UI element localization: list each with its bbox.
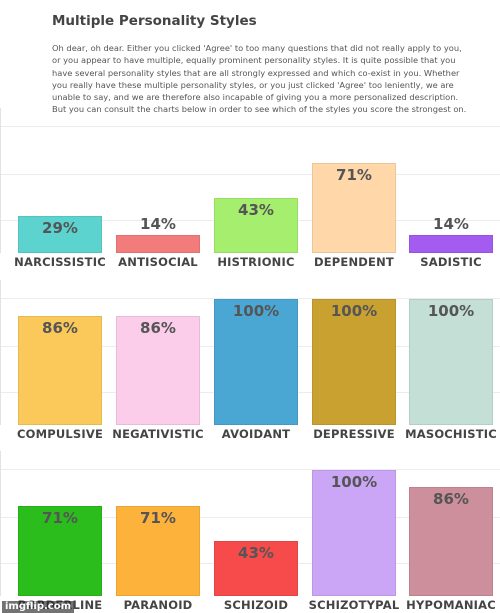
bar-value-label: 86% [433, 490, 469, 508]
bar-value-label: 100% [330, 473, 378, 491]
category-label: SCHIZOID [223, 598, 289, 612]
category-label: DEPRESSIVE [313, 427, 395, 441]
gridline [1, 174, 500, 175]
bar-schizoid [214, 541, 298, 596]
category-label: ANTISOCIAL [118, 255, 198, 269]
category-label: HYPOMANIAC [406, 598, 496, 612]
bar-value-label: 71% [336, 166, 372, 184]
category-label: SCHIZOTYPAL [308, 598, 400, 612]
bar-value-label: 43% [238, 201, 274, 219]
bar-paranoid [116, 506, 200, 596]
gridline [1, 469, 500, 470]
bar-schizotypal [312, 470, 396, 596]
bar-value-label: 71% [42, 509, 78, 527]
category-label: MASOCHISTIC [405, 427, 497, 441]
watermark: imgflip.com [2, 601, 75, 613]
bar-sadistic [409, 235, 493, 253]
bar-avoidant [214, 299, 298, 425]
category-label: SADISTIC [420, 255, 482, 269]
bar-chart-row-3: 71%BORDERLINE71%PARANOID43%SCHIZOID100%S… [0, 451, 500, 612]
bar-dependent [312, 163, 396, 253]
gridline [1, 298, 500, 299]
bar-chart-row-1: 29% NARCISSISTIC 14% ANTISOCIAL 43% HISTRIONI… [0, 108, 500, 269]
bar-antisocial [116, 235, 200, 253]
category-label: NARCISSISTIC [14, 255, 106, 269]
category-label: COMPULSIVE [16, 427, 104, 441]
bar-value-label: 100% [232, 302, 280, 320]
result-description: Oh dear, oh dear. Either you clicked 'Ag… [52, 43, 467, 115]
bar-depressive [312, 299, 396, 425]
category-label: HISTRIONIC [217, 255, 295, 269]
bar-value-label: 29% [42, 219, 78, 237]
bar-borderline [18, 506, 102, 596]
bar-value-label: 14% [433, 215, 469, 233]
category-label: DEPENDENT [314, 255, 394, 269]
category-label: AVOIDANT [221, 427, 291, 441]
bar-masochistic [409, 299, 493, 425]
bar-negativistic [116, 316, 200, 425]
bar-value-label: 86% [140, 319, 176, 337]
bar-chart-row-2: 86% COMPULSIVE 86% NEGATIVISTIC 100% AVOIDANT… [0, 280, 500, 441]
bar-value-label: 43% [238, 544, 274, 562]
bar-histrionic [214, 198, 298, 253]
bar-narcissistic [18, 216, 102, 253]
bar-value-label: 86% [42, 319, 78, 337]
category-label: NEGATIVISTIC [112, 427, 204, 441]
bar-hypomaniac [409, 487, 493, 596]
category-label: PARANOID [123, 598, 193, 612]
gridline [1, 517, 500, 518]
bar-value-label: 14% [140, 215, 176, 233]
bar-value-label: 100% [330, 302, 378, 320]
bar-compulsive [18, 316, 102, 425]
bar-value-label: 71% [140, 509, 176, 527]
page-title: Multiple Personality Styles [52, 13, 257, 29]
gridline [1, 126, 500, 127]
bar-value-label: 100% [427, 302, 475, 320]
